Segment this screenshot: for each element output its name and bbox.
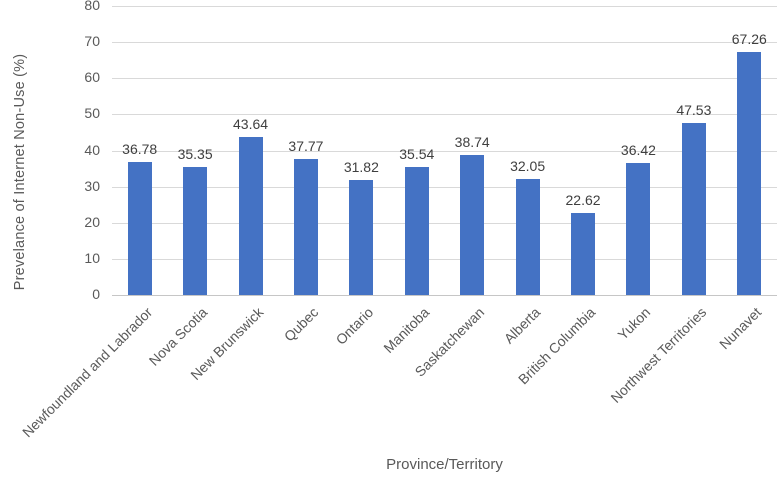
gridline xyxy=(112,150,777,152)
y-tick-label: 70 xyxy=(84,33,100,50)
bar-value-label: 31.82 xyxy=(343,159,379,176)
bar-slot: 43.64 xyxy=(223,6,278,295)
bar-slot: 22.62 xyxy=(555,6,610,295)
bar-value-label: 22.62 xyxy=(565,192,601,209)
gridline xyxy=(112,186,777,188)
plot-area: 36.78 35.35 43.64 37.77 31.82 35.54 38.74 32.05… xyxy=(112,6,777,296)
y-tick-label: 50 xyxy=(84,105,100,122)
gridline xyxy=(112,222,777,224)
bar-slot: 35.54 xyxy=(389,6,444,295)
bar-value-label: 36.78 xyxy=(122,141,158,158)
bar-slot: 35.35 xyxy=(167,6,222,295)
y-tick-label: 30 xyxy=(84,177,100,194)
y-tick-label: 10 xyxy=(84,249,100,266)
x-axis-line xyxy=(112,295,777,296)
bar-slot: 67.26 xyxy=(722,6,777,295)
bar-slot: 47.53 xyxy=(666,6,721,295)
gridline xyxy=(112,114,777,116)
gridline xyxy=(112,42,777,44)
bar-value-label: 32.05 xyxy=(510,158,546,175)
gridline xyxy=(112,258,777,260)
y-tick-label: 0 xyxy=(92,286,100,302)
bar-slot: 32.05 xyxy=(500,6,555,295)
bar xyxy=(626,163,651,295)
bar-value-label: 67.26 xyxy=(731,31,767,48)
bar-value-label: 37.77 xyxy=(288,137,324,154)
bar-value-label: 38.74 xyxy=(454,134,490,151)
bar-slot: 36.42 xyxy=(611,6,666,295)
bar xyxy=(293,158,318,295)
bar xyxy=(404,166,429,295)
bar xyxy=(460,155,485,295)
bar-slot: 36.78 xyxy=(112,6,167,295)
bar xyxy=(681,123,706,295)
bar xyxy=(571,213,596,295)
bar xyxy=(737,52,762,295)
bar-value-label: 35.54 xyxy=(399,145,435,162)
bar-value-label: 36.42 xyxy=(620,142,656,159)
bar-value-label: 43.64 xyxy=(233,116,269,133)
gridline xyxy=(112,6,777,7)
bar xyxy=(238,137,263,295)
y-tick-label: 40 xyxy=(84,141,100,158)
gridline xyxy=(112,78,777,80)
y-tick-label: 80 xyxy=(84,0,100,13)
bar xyxy=(127,162,152,295)
bar-slot: 31.82 xyxy=(334,6,389,295)
bar-value-label: 47.53 xyxy=(676,102,712,119)
bar xyxy=(515,179,540,295)
bar-value-label: 35.35 xyxy=(177,146,213,163)
bar-slot: 38.74 xyxy=(445,6,500,295)
y-tick-label: 20 xyxy=(84,213,100,230)
bar xyxy=(349,180,374,295)
bar-slot: 37.77 xyxy=(278,6,333,295)
bar xyxy=(183,167,208,295)
x-axis-title: Province/Territory xyxy=(386,456,503,473)
y-tick-label: 60 xyxy=(84,69,100,86)
